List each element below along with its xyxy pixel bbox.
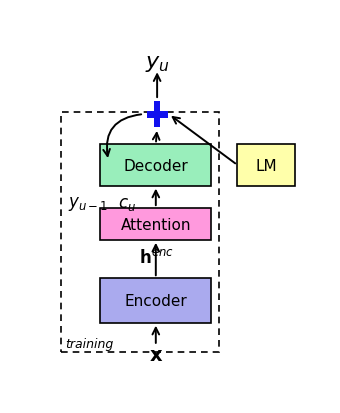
Bar xyxy=(101,209,211,240)
Bar xyxy=(154,102,160,128)
Text: $c_u$: $c_u$ xyxy=(118,195,136,213)
Text: Attention: Attention xyxy=(121,217,191,232)
Bar xyxy=(61,113,219,352)
Bar xyxy=(147,111,168,118)
Text: LM: LM xyxy=(256,158,277,173)
Text: $y_u$: $y_u$ xyxy=(145,54,170,74)
Text: $y_{u-1}$: $y_{u-1}$ xyxy=(68,195,108,213)
Text: $\mathbf{x}$: $\mathbf{x}$ xyxy=(149,345,163,364)
Bar xyxy=(101,278,211,323)
Bar xyxy=(237,145,295,186)
Text: Decoder: Decoder xyxy=(123,158,188,173)
Bar xyxy=(101,145,211,186)
Text: training: training xyxy=(65,337,113,350)
Text: $\mathbf{h}^{enc}$: $\mathbf{h}^{enc}$ xyxy=(139,249,173,267)
Text: Encoder: Encoder xyxy=(124,293,187,308)
